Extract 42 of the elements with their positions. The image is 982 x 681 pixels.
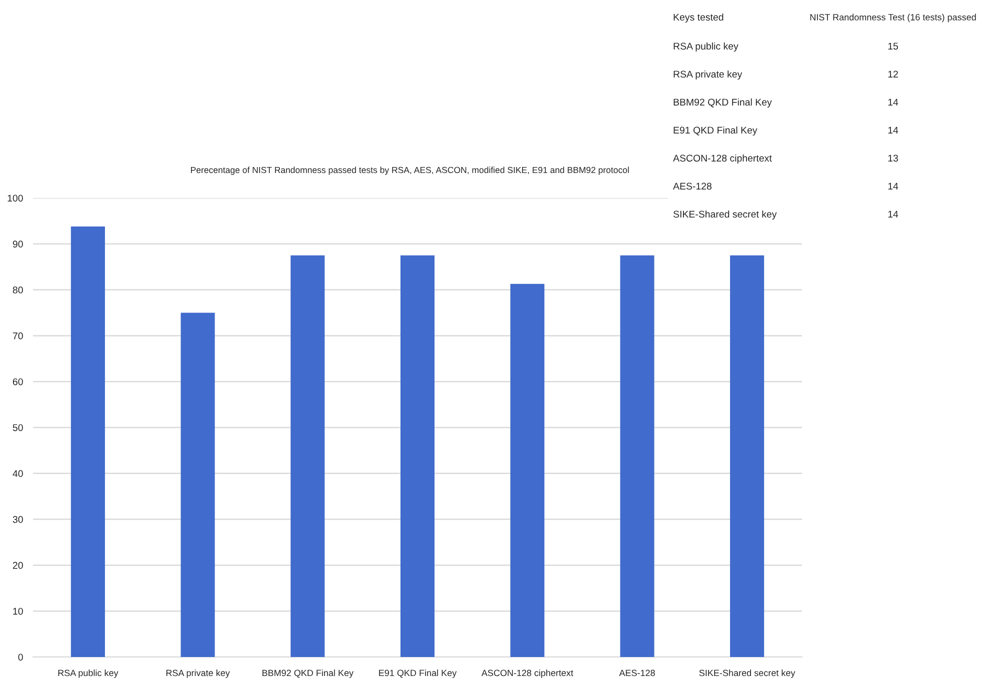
text: Keys tested [674, 13, 724, 23]
data-label: 15 [888, 42, 898, 50]
bar [290, 255, 325, 657]
category-label: E91 QKD Final Key [674, 126, 758, 136]
y-tick-label: 100 [8, 194, 23, 202]
x-tick-label: ASCON-128 ciphertext [481, 670, 574, 678]
text: NIST Randomness Test (16 tests) passed [810, 14, 976, 22]
y-tick-label: 50 [12, 424, 23, 432]
x-tick-label: SIKE-Shared secret key [699, 670, 796, 678]
data-label: 14 [888, 182, 898, 190]
category-label: ASCON-128 ciphertext [673, 154, 772, 164]
y-tick-label: 20 [12, 562, 23, 569]
x-tick-label: AES-128 [619, 670, 655, 676]
x-tick-label: RSA private key [166, 670, 230, 678]
bar [180, 312, 215, 657]
data-label: 14 [888, 126, 898, 134]
category-label: BBM92 QKD Final Key [674, 98, 772, 108]
y-tick-label: 80 [12, 286, 23, 294]
bar [70, 226, 105, 657]
category-label: SIKE-Shared secret key [673, 210, 777, 220]
data-label: 12 [888, 70, 898, 78]
bar [730, 255, 764, 657]
y-tick-label: 0 [18, 654, 23, 661]
x-tick-label: E91 QKD Final Key [379, 670, 457, 678]
y-tick-label: 10 [13, 608, 23, 615]
category-label: AES-128 [673, 182, 712, 190]
category-label: RSA private key [674, 70, 742, 80]
y-tick-label: 40 [12, 470, 23, 478]
y-tick-label: 60 [12, 378, 23, 386]
chart-title: Perecentage of NIST Randomness passed tests by RSA, AES, ASCON, modified SIKE, E91 and BBM92 protocol [191, 166, 629, 175]
bar [510, 284, 544, 657]
x-tick-label: BBM92 QKD Final Key [262, 670, 354, 678]
data-label: 14 [888, 210, 898, 218]
y-tick-label: 70 [12, 332, 23, 340]
data-label: 14 [888, 98, 898, 106]
y-tick-label: 90 [12, 240, 23, 248]
y-tick-label: 30 [12, 516, 23, 523]
bar [400, 255, 435, 657]
bar [620, 255, 654, 657]
data-label: 13 [888, 154, 898, 162]
category-label: RSA public key [674, 42, 738, 52]
x-tick-label: RSA public key [58, 670, 118, 678]
